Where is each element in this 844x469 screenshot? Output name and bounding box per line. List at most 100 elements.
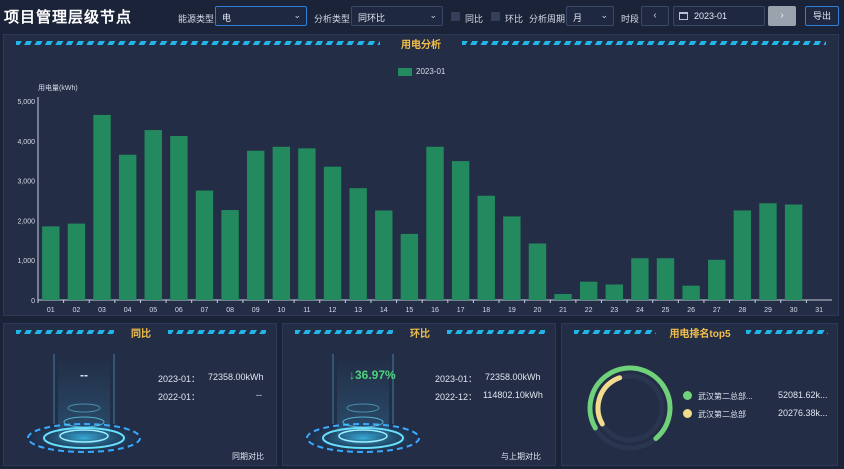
mom-row2-label: 2022-12： xyxy=(435,392,478,402)
y-tick-label: 3,000 xyxy=(17,179,35,186)
y-axis-label: 用电量(kWh) xyxy=(38,83,78,92)
bar-21 xyxy=(554,294,572,300)
y-tick-label: 5,000 xyxy=(17,99,35,106)
bar-15 xyxy=(400,233,419,300)
chevron-right-icon: › xyxy=(780,10,784,21)
chevron-down-icon: ⌄ xyxy=(293,10,301,20)
period-select[interactable]: 月 ⌄ xyxy=(566,6,614,26)
mom-row1-value: 72358.00kWh xyxy=(485,372,541,382)
bar-26 xyxy=(682,285,700,300)
x-tick-label: 20 xyxy=(534,307,542,314)
calendar-icon xyxy=(679,12,688,20)
header-stripe-right xyxy=(746,330,828,334)
period-label: 分析周期 xyxy=(529,14,566,24)
x-tick-label: 28 xyxy=(738,307,746,314)
chevron-down-icon: ⌄ xyxy=(600,10,608,20)
rank-item-dot xyxy=(683,391,692,400)
header-stripe-right xyxy=(462,41,826,45)
chevron-left-icon: ‹ xyxy=(653,10,657,21)
prev-period-button[interactable]: ‹ xyxy=(641,6,669,26)
usage-analysis-panel: 用电分析 2023-01 用电量(kWh) 0 1,000 2,000 3,000 4,0… xyxy=(3,34,839,316)
export-button[interactable]: 导出 xyxy=(805,6,839,26)
usage-bar-chart: 用电量(kWh) 0 1,000 2,000 3,000 4,000 5,000 01 02 03… xyxy=(17,83,832,314)
bar-22 xyxy=(579,281,598,300)
period-value: 月 xyxy=(573,13,583,23)
yoy-panel: 同比 -- 2023-01： 72358.00kWh 2022-01： -- 同… xyxy=(3,323,277,466)
x-tick-label: 09 xyxy=(252,307,260,314)
x-tick-label: 22 xyxy=(585,307,593,314)
panel-header: 环比 xyxy=(283,324,555,340)
bar-20 xyxy=(528,243,547,300)
x-tick-label: 11 xyxy=(303,307,310,314)
bar-27 xyxy=(708,259,726,300)
mom-footer: 与上期对比 xyxy=(501,452,541,461)
mom-checkbox[interactable] xyxy=(491,12,500,21)
date-picker[interactable]: 2023-01 xyxy=(673,6,765,26)
energy-type-select[interactable]: 电 ⌄ xyxy=(215,6,307,26)
yoy-row2-label: 2022-01： xyxy=(158,392,201,402)
x-tick-label: 23 xyxy=(610,307,618,314)
legend-label: 2023-01 xyxy=(416,67,446,76)
bar-05 xyxy=(144,130,162,300)
x-tick-label: 17 xyxy=(457,307,465,314)
yoy-row2-value: -- xyxy=(256,390,262,400)
rank-item-value: 52081.62k... xyxy=(778,390,828,400)
y-tick-label: 4,000 xyxy=(17,139,35,146)
panel-title: 环比 xyxy=(410,329,430,340)
x-tick-label: 30 xyxy=(790,307,798,314)
analysis-type-select[interactable]: 同环比 ⌄ xyxy=(351,6,443,26)
yoy-footer: 同期对比 xyxy=(232,452,264,461)
bar-13 xyxy=(349,188,367,300)
bar-12 xyxy=(323,166,342,300)
analysis-type-value: 同环比 xyxy=(358,13,386,23)
x-tick-label: 12 xyxy=(329,307,337,314)
next-period-button[interactable]: › xyxy=(768,6,796,26)
yoy-row1-value: 72358.00kWh xyxy=(208,372,264,382)
rank-item-value: 20276.38k... xyxy=(778,408,828,418)
bar-11 xyxy=(298,148,316,300)
x-tick-label: 18 xyxy=(482,307,490,314)
x-tick-label: 27 xyxy=(713,307,721,314)
header-stripe-right xyxy=(447,330,545,334)
header-stripe-right xyxy=(168,330,266,334)
x-tick-label: 19 xyxy=(508,307,516,314)
y-tick-label: 0 xyxy=(31,298,35,305)
mom-row2-value: 114802.10kWh xyxy=(483,390,543,400)
panel-header: 用电分析 xyxy=(4,35,838,51)
time-label: 时段 xyxy=(621,14,640,24)
y-tick-label: 1,000 xyxy=(17,258,35,265)
x-tick-label: 16 xyxy=(431,307,439,314)
x-tick-label: 26 xyxy=(687,307,695,314)
bar-02 xyxy=(67,223,86,300)
y-tick-label: 2,000 xyxy=(17,218,35,225)
panel-title: 用电分析 xyxy=(401,40,441,51)
mom-row1-label: 2023-01： xyxy=(435,374,478,384)
bar-07 xyxy=(195,190,214,300)
header-stripe-left xyxy=(574,330,656,334)
bar-19 xyxy=(503,216,521,300)
x-tick-label: 14 xyxy=(380,307,388,314)
bar-14 xyxy=(375,210,393,300)
chart-legend[interactable]: 2023-01 xyxy=(398,67,445,76)
bar-24 xyxy=(631,258,649,300)
bar-25 xyxy=(656,258,675,300)
hologram-graphic xyxy=(303,354,423,454)
x-tick-label: 21 xyxy=(559,307,567,314)
energy-type-label: 能源类型 xyxy=(178,14,215,24)
header-stripe-left xyxy=(16,330,114,334)
yoy-checkbox[interactable] xyxy=(451,12,460,21)
x-tick-label: 15 xyxy=(405,307,413,314)
panel-header: 同比 xyxy=(4,324,276,340)
analysis-type-label: 分析类型 xyxy=(314,14,351,24)
bar-16 xyxy=(426,146,444,300)
x-tick-label: 06 xyxy=(175,307,183,314)
ranking-panel: 用电排名top5 武汉第二总部... 52081.62k... 武汉第二总部 2… xyxy=(561,323,838,466)
x-tick-label: 31 xyxy=(815,307,823,314)
legend-swatch xyxy=(398,67,412,76)
ring-inner xyxy=(595,373,665,443)
x-tick-label: 25 xyxy=(662,307,670,314)
header-stripe-left xyxy=(295,330,393,334)
x-tick-label: 08 xyxy=(226,307,234,314)
mom-panel: 环比 ↓36.97% 2023-01： 72358.00kWh 2022-12：… xyxy=(282,323,556,466)
rank-item-dot xyxy=(683,409,692,418)
